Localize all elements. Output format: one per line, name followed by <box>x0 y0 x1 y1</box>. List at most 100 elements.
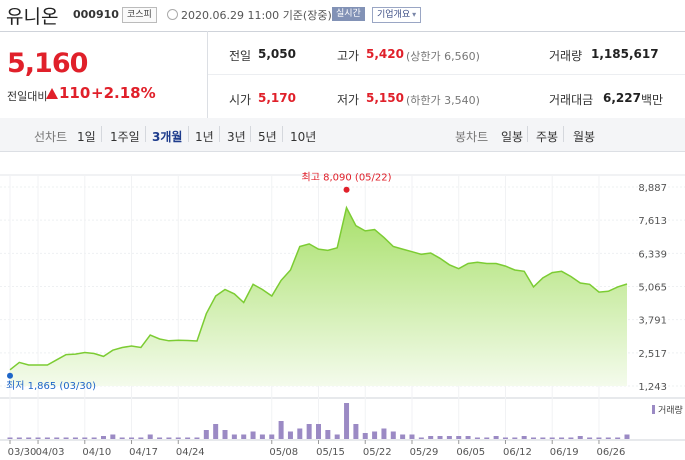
prev-close-value: 5,050 <box>258 47 296 61</box>
volume-bar <box>502 437 508 439</box>
x-tick-label: 04/24 <box>176 447 205 458</box>
period-1w[interactable]: 1주일 <box>110 130 140 144</box>
x-tick-label: 04/17 <box>129 447 158 458</box>
up-arrow-icon <box>46 88 58 99</box>
company-info-label: 기업개요 <box>377 10 411 20</box>
period-3m[interactable]: 3개월 <box>152 130 183 144</box>
volume-bar <box>213 424 219 439</box>
volume-bar <box>325 430 331 439</box>
volume-bar <box>306 424 312 439</box>
period-monthly[interactable]: 월봉 <box>573 130 596 144</box>
x-tick-label: 05/22 <box>363 447 392 458</box>
volume-bar <box>278 421 284 439</box>
chevron-down-icon: ▾ <box>412 10 417 19</box>
period-5y[interactable]: 5년 <box>258 130 277 144</box>
volume-bar <box>549 437 555 439</box>
low-marker <box>7 372 13 379</box>
x-tick-label: 04/10 <box>82 447 111 458</box>
clock-icon <box>167 9 178 20</box>
volume-bar <box>316 424 321 439</box>
period-separator <box>250 126 251 142</box>
period-separator <box>145 126 146 142</box>
volume-bar <box>381 428 387 439</box>
volume-bar <box>456 436 462 439</box>
period-daily[interactable]: 일봉 <box>501 130 524 144</box>
volume-bar <box>587 437 593 439</box>
volume-bar <box>231 434 237 439</box>
high-label: 고가 <box>337 49 360 63</box>
volume-bar <box>91 437 97 439</box>
company-info-button[interactable]: 기업개요 ▾ <box>372 7 422 23</box>
market-badge: 코스피 <box>122 7 157 23</box>
volume-bar <box>409 434 415 439</box>
period-separator <box>563 126 564 142</box>
volume-bar <box>7 437 13 439</box>
period-separator <box>188 126 189 142</box>
volume-bar <box>568 437 574 439</box>
volume-bar <box>437 436 443 439</box>
open-label: 시가 <box>229 93 252 107</box>
x-tick-label: 06/19 <box>550 447 579 458</box>
y-tick-label: 5,065 <box>638 283 667 294</box>
high-marker <box>343 186 350 193</box>
volume-bar <box>540 437 546 439</box>
volume-bar <box>138 437 144 439</box>
volume-bar <box>16 437 22 439</box>
volume-bar <box>129 437 135 439</box>
y-tick-label: 6,339 <box>638 249 667 260</box>
quote-timestamp: 2020.06.29 11:00 기준(장중) <box>181 7 332 23</box>
volume-bar <box>559 437 565 439</box>
volume-bar <box>446 436 452 439</box>
line-chart-label: 선차트 <box>34 130 68 144</box>
volume-bar <box>185 437 191 439</box>
volume-bar <box>596 437 602 439</box>
period-3y[interactable]: 3년 <box>227 130 246 144</box>
volume-bar <box>203 430 209 439</box>
x-tick-label: 06/12 <box>503 447 532 458</box>
volume-bar <box>241 434 247 439</box>
x-tick-label: 05/08 <box>269 447 298 458</box>
volume-label: 거래량 <box>549 49 583 63</box>
period-separator <box>219 126 220 142</box>
prev-close-label: 전일 <box>229 49 252 63</box>
period-weekly[interactable]: 주봉 <box>536 130 559 144</box>
volume-bar <box>344 403 350 439</box>
period-1d[interactable]: 1일 <box>77 130 96 144</box>
volume-bar <box>287 431 293 439</box>
low-annotation: 최저 1,865 (03/30) <box>6 380 96 392</box>
period-1y[interactable]: 1년 <box>195 130 214 144</box>
realtime-button[interactable]: 실시간 <box>332 7 365 21</box>
volume-bar <box>297 428 303 439</box>
period-10y[interactable]: 10년 <box>290 130 317 144</box>
candle-chart-label: 봉차트 <box>455 130 489 144</box>
volume-bar <box>44 437 50 439</box>
period-bar <box>0 118 685 152</box>
volume-bar <box>269 434 275 439</box>
volume-bar <box>82 437 88 439</box>
low-value: 5,150 <box>366 91 404 105</box>
amount-unit: 백만 <box>641 93 664 107</box>
volume-bar <box>493 436 499 439</box>
period-separator <box>101 126 102 142</box>
x-tick-label: 06/26 <box>597 447 626 458</box>
y-tick-label: 1,243 <box>638 382 667 393</box>
x-tick-label: 03/30 <box>8 447 37 458</box>
quote-date: 2020.06.29 11:00 <box>181 9 280 22</box>
open-value: 5,170 <box>258 91 296 105</box>
volume-bar <box>147 434 153 439</box>
volume-bar <box>465 436 471 439</box>
volume-bar <box>615 437 621 439</box>
volume-bar <box>26 437 32 439</box>
price-change: 110 <box>59 84 91 102</box>
volume-bar <box>250 431 256 439</box>
volume-bar <box>512 437 518 439</box>
stock-name: 유니온 <box>6 6 59 28</box>
x-tick-label: 04/03 <box>36 447 65 458</box>
volume-bar <box>353 424 359 439</box>
y-tick-label: 7,613 <box>638 216 667 227</box>
volume-bar <box>521 436 527 439</box>
volume-bar <box>222 430 228 439</box>
stock-code: 000910 <box>73 8 119 21</box>
volume-bar <box>418 437 424 439</box>
